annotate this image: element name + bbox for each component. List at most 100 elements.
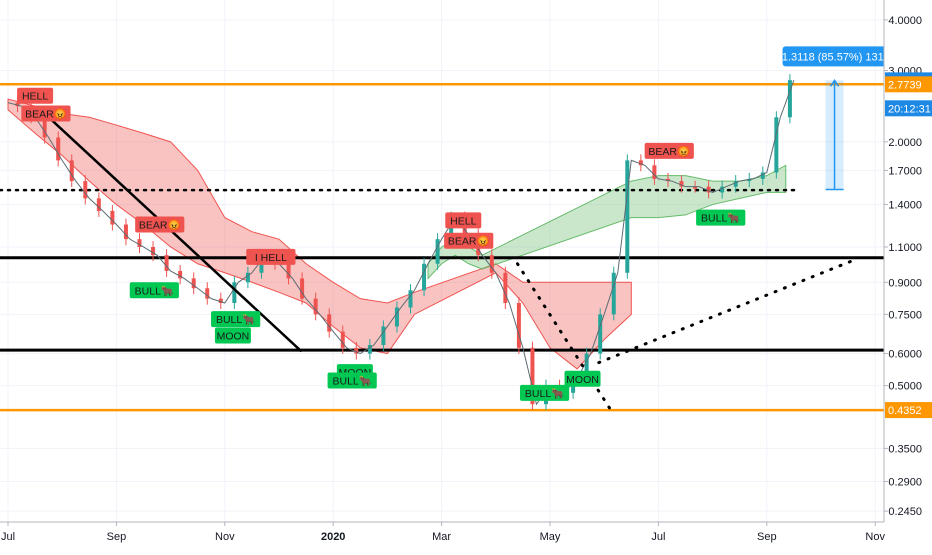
candle-body bbox=[218, 298, 223, 303]
x-axis[interactable]: Jul Sep Nov 2020 Mar May Jul Sep Nov bbox=[1, 522, 886, 543]
plot-area[interactable]: 1.3118 (85.57%) 13118 HELL BEAR😡 BEAR😡 I HEL… bbox=[0, 46, 895, 412]
y-tick-label: 0.7500 bbox=[888, 309, 922, 321]
bear-signal-label: HELL bbox=[450, 215, 476, 227]
candle-body bbox=[733, 181, 738, 187]
bull-signal-box[interactable] bbox=[211, 311, 261, 328]
bear-signal-box[interactable] bbox=[135, 216, 185, 233]
y-tick-label: 0.2900 bbox=[888, 476, 922, 488]
bull-signal-label: MOON bbox=[217, 331, 250, 343]
bear-signal-box[interactable] bbox=[21, 105, 71, 122]
candle-body bbox=[137, 239, 142, 247]
bull-signal-label: BULL🐂 bbox=[135, 285, 174, 297]
x-tick-label: Jul bbox=[651, 531, 665, 543]
measure-label: 1.3118 (85.57%) 13118 bbox=[782, 51, 895, 63]
bear-cloud bbox=[7, 98, 632, 370]
price-line bbox=[7, 79, 795, 406]
candle-body bbox=[164, 255, 169, 271]
dotted-trendline[interactable] bbox=[597, 258, 856, 365]
candle-body bbox=[706, 186, 711, 193]
bull-signal-label: BULL🐂 bbox=[525, 388, 564, 400]
y-tick-label: 0.6000 bbox=[888, 349, 922, 361]
x-tick-label: 2020 bbox=[321, 531, 345, 543]
candle-body bbox=[367, 345, 372, 354]
bear-signal-label: BEAR😡 bbox=[448, 235, 490, 248]
x-tick-label: Jul bbox=[1, 531, 15, 543]
bull-signal-box[interactable] bbox=[129, 282, 179, 299]
candle-body bbox=[638, 160, 643, 166]
price-badge-label: 20:12:31 bbox=[888, 103, 931, 115]
y-tick-label: 4.0000 bbox=[888, 15, 922, 27]
candle-body bbox=[787, 80, 792, 118]
bear-signal-label: I HELL bbox=[255, 252, 287, 264]
bear-signal-label: HELL bbox=[22, 91, 48, 103]
bull-signal-label: BULL🐂 bbox=[216, 314, 255, 326]
candle-body bbox=[503, 272, 508, 303]
candle-body bbox=[584, 353, 589, 379]
bull-signal-label: BULL🐂 bbox=[701, 213, 740, 225]
candle-body bbox=[300, 278, 305, 299]
candle-body bbox=[720, 186, 725, 193]
dotted-trendline[interactable] bbox=[515, 262, 612, 410]
candle-body bbox=[693, 186, 698, 189]
y-tick-label: 0.3500 bbox=[888, 443, 922, 455]
x-tick-label: Nov bbox=[865, 531, 885, 543]
candle-body bbox=[83, 181, 88, 199]
x-tick-label: Sep bbox=[107, 531, 127, 543]
y-tick-label: 2.0000 bbox=[888, 137, 922, 149]
candle-body bbox=[205, 288, 210, 299]
candle-body bbox=[625, 160, 630, 273]
candle-body bbox=[611, 272, 616, 315]
candle-body bbox=[760, 172, 765, 179]
candle-body bbox=[530, 347, 535, 405]
candle-body bbox=[394, 307, 399, 327]
candle-body bbox=[516, 302, 521, 348]
bear-signal-box[interactable] bbox=[444, 232, 494, 249]
bear-signal-label: BEAR😡 bbox=[25, 107, 67, 120]
candle-body bbox=[178, 270, 183, 279]
bear-signal-box[interactable] bbox=[17, 87, 54, 104]
bull-signal-box[interactable] bbox=[519, 384, 570, 401]
x-tick-label: Sep bbox=[757, 531, 777, 543]
bull-signal-box[interactable] bbox=[696, 209, 746, 226]
bear-signal-box[interactable] bbox=[644, 142, 694, 159]
candle-body bbox=[679, 181, 684, 187]
y-tick-label: 0.2450 bbox=[888, 506, 922, 518]
bull-signal-box[interactable] bbox=[564, 370, 601, 387]
price-badge-label: 2.7739 bbox=[888, 79, 922, 91]
candle-body bbox=[408, 290, 413, 308]
price-badge bbox=[885, 76, 932, 93]
x-tick-label: Nov bbox=[215, 531, 235, 543]
candle-body bbox=[15, 102, 20, 107]
bear-signal-box[interactable] bbox=[246, 248, 296, 265]
bull-signal-label: MOON bbox=[566, 374, 599, 386]
measure-arrow bbox=[829, 79, 840, 87]
candle-body bbox=[598, 314, 603, 354]
price-badge-label: 0.4352 bbox=[888, 405, 922, 417]
bull-signal-box[interactable] bbox=[327, 372, 377, 389]
bear-signal-box[interactable] bbox=[445, 212, 482, 229]
bull-signal-box[interactable] bbox=[214, 327, 251, 344]
y-tick-label: 0.9000 bbox=[888, 277, 922, 289]
candle-body bbox=[232, 282, 237, 303]
y-tick-label: 1.7000 bbox=[888, 165, 922, 177]
candle-body bbox=[489, 255, 494, 273]
candle-body bbox=[286, 263, 291, 279]
measure-label-box bbox=[782, 46, 884, 67]
candle-body bbox=[96, 198, 101, 211]
candle-body bbox=[422, 263, 427, 291]
candle-body bbox=[774, 117, 779, 173]
candle-body bbox=[42, 117, 47, 138]
grid-lines bbox=[0, 0, 884, 522]
x-tick-label: Mar bbox=[432, 531, 451, 543]
bear-signal-label: BEAR😡 bbox=[139, 219, 181, 232]
price-badge bbox=[885, 100, 932, 117]
candle-body bbox=[449, 217, 454, 240]
bear-signal-label: BEAR😡 bbox=[648, 145, 690, 158]
price-badge bbox=[885, 402, 932, 419]
candle-body bbox=[151, 246, 156, 256]
candle-body bbox=[354, 347, 359, 354]
candle-body bbox=[652, 165, 657, 179]
